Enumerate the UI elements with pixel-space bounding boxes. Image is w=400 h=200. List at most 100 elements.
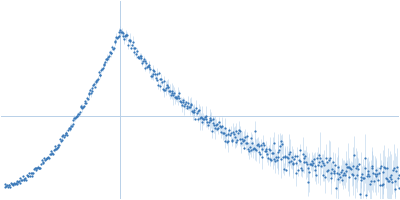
Point [270, 152, 276, 155]
Point [144, 66, 150, 69]
Point [172, 96, 178, 99]
Point [181, 105, 187, 108]
Point [183, 104, 190, 108]
Point [348, 167, 354, 170]
Point [107, 51, 113, 54]
Point [50, 149, 57, 152]
Point [243, 141, 249, 144]
Point [308, 163, 314, 166]
Point [76, 113, 82, 116]
Point [102, 61, 108, 64]
Point [136, 57, 142, 60]
Point [62, 131, 69, 134]
Point [202, 118, 209, 121]
Point [156, 72, 162, 75]
Point [189, 110, 195, 113]
Point [23, 179, 29, 182]
Point [350, 173, 356, 176]
Point [214, 127, 220, 130]
Point [182, 101, 189, 104]
Point [88, 89, 95, 92]
Point [18, 178, 24, 181]
Point [73, 116, 79, 119]
Point [70, 118, 77, 121]
Point [380, 170, 386, 173]
Point [130, 51, 137, 54]
Point [67, 127, 74, 130]
Point [206, 120, 212, 123]
Point [308, 159, 315, 163]
Point [210, 117, 217, 120]
Point [132, 46, 138, 49]
Point [320, 162, 326, 165]
Point [114, 36, 121, 39]
Point [244, 134, 251, 137]
Point [148, 74, 155, 77]
Point [36, 167, 43, 170]
Point [86, 93, 92, 96]
Point [69, 124, 75, 127]
Point [380, 182, 387, 185]
Point [236, 137, 243, 141]
Point [322, 156, 329, 159]
Point [104, 58, 111, 61]
Point [379, 183, 385, 187]
Point [224, 140, 230, 143]
Point [251, 130, 258, 133]
Point [122, 34, 129, 37]
Point [118, 30, 125, 33]
Point [200, 117, 206, 120]
Point [234, 138, 240, 141]
Point [334, 177, 341, 180]
Point [180, 99, 187, 102]
Point [154, 79, 160, 82]
Point [323, 170, 330, 173]
Point [79, 107, 85, 110]
Point [364, 169, 371, 173]
Point [349, 173, 355, 176]
Point [142, 66, 149, 69]
Point [302, 155, 308, 158]
Point [90, 83, 96, 87]
Point [43, 157, 50, 160]
Point [100, 67, 106, 70]
Point [394, 165, 400, 169]
Point [128, 46, 134, 49]
Point [27, 175, 33, 178]
Point [334, 172, 340, 175]
Point [284, 155, 290, 158]
Point [134, 50, 140, 53]
Point [126, 38, 133, 41]
Point [41, 157, 48, 160]
Point [197, 116, 203, 120]
Point [98, 68, 104, 71]
Point [37, 166, 44, 169]
Point [288, 159, 294, 163]
Point [78, 104, 84, 108]
Point [201, 118, 207, 121]
Point [178, 100, 184, 103]
Point [120, 32, 126, 35]
Point [166, 90, 172, 93]
Point [244, 141, 250, 144]
Point [282, 155, 289, 158]
Point [122, 35, 128, 38]
Point [179, 104, 185, 107]
Point [211, 123, 218, 127]
Point [345, 166, 351, 169]
Point [347, 167, 354, 170]
Point [328, 177, 334, 180]
Point [84, 97, 91, 100]
Point [265, 156, 271, 160]
Point [147, 68, 153, 71]
Point [56, 143, 62, 147]
Point [117, 28, 123, 31]
Point [80, 105, 86, 109]
Point [108, 52, 115, 55]
Point [182, 103, 188, 106]
Point [368, 167, 375, 170]
Point [342, 162, 349, 165]
Point [260, 141, 266, 145]
Point [24, 173, 30, 177]
Point [232, 135, 238, 138]
